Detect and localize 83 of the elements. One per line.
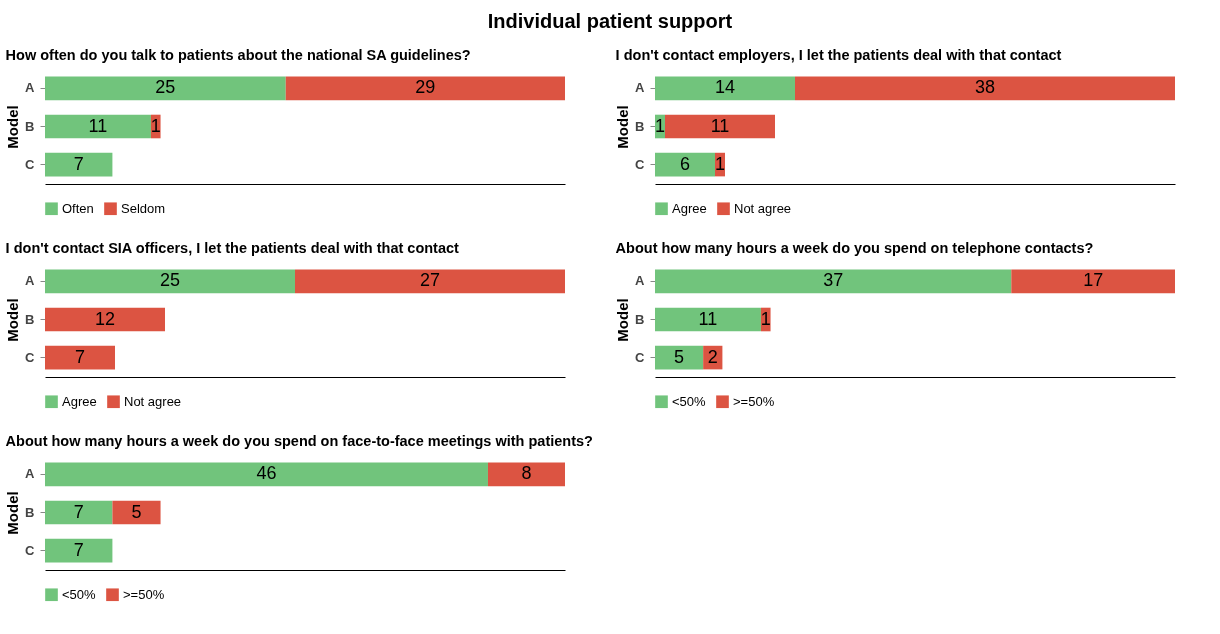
chart-title: I don't contact employers, I let the patients deal with that contact [615, 46, 1062, 63]
y-axis-title: Model [4, 491, 22, 535]
y-tick-label: A [635, 273, 646, 289]
bar [655, 76, 795, 101]
data-label: 27 [419, 270, 441, 291]
legend-label: Not agree [734, 200, 792, 216]
legend-label: Not agree [124, 393, 182, 409]
bar [655, 152, 715, 177]
bar [295, 269, 565, 294]
bar [45, 114, 151, 139]
bar [487, 462, 565, 487]
data-label: 14 [714, 77, 736, 98]
data-label: 1 [654, 115, 666, 136]
data-label: 5 [674, 346, 685, 367]
y-axis-title: Model [614, 105, 632, 149]
data-label: 5 [131, 501, 142, 522]
chart-title: I don't contact SIA officers, I let the patients deal with that contact [5, 239, 460, 256]
data-label: 29 [415, 77, 436, 98]
legend-label: Agree [672, 200, 707, 216]
text: Individual patient support [486, 9, 734, 34]
data-label: 1 [760, 308, 771, 329]
bar [665, 114, 775, 139]
data-label: 7 [74, 346, 86, 367]
y-axis-title: Model [4, 105, 22, 149]
legend-label: >=50% [123, 586, 165, 602]
bar [655, 307, 761, 332]
y-tick-label: B [25, 118, 35, 134]
chart-title: How often do you talk to patients about the national SA guidelines? [5, 46, 471, 63]
data-label: 11 [88, 115, 108, 136]
data-label: 38 [974, 77, 996, 98]
y-tick-label: B [25, 504, 35, 520]
bar [1011, 269, 1175, 294]
y-tick-label: A [25, 273, 36, 289]
data-label: 37 [823, 270, 844, 291]
data-label: 17 [1083, 270, 1104, 291]
data-label: 2 [707, 346, 718, 367]
bar [45, 500, 113, 525]
data-label: 12 [94, 308, 116, 329]
chart-title: About how many hours a week do you spend on telephone contacts? [615, 239, 1094, 256]
bar [112, 500, 161, 525]
y-tick-label: C [635, 349, 646, 365]
bar [45, 307, 165, 332]
y-tick-label: C [635, 156, 646, 172]
y-tick-label: B [635, 311, 645, 327]
bar [285, 76, 565, 101]
data-label: 25 [159, 270, 181, 291]
bar [45, 538, 113, 563]
legend-label: >=50% [733, 393, 775, 409]
y-tick-label: A [25, 466, 36, 482]
data-label: 46 [256, 463, 277, 484]
bar [45, 345, 115, 370]
data-label: 7 [73, 153, 84, 174]
bar [655, 269, 1012, 294]
y-tick-label: C [25, 349, 36, 365]
bar [45, 76, 286, 101]
bar [45, 462, 488, 487]
legend-label: <50% [62, 586, 97, 602]
data-label: 6 [679, 153, 691, 174]
data-label: 11 [698, 308, 718, 329]
data-label: 7 [73, 539, 84, 560]
y-axis-title: Model [614, 298, 632, 342]
y-axis-title: Model [4, 298, 22, 342]
legend-label: Seldom [121, 200, 166, 216]
chart-title: About how many hours a week do you spend on face-to-face meetings with patients? [5, 432, 594, 449]
bar [45, 152, 113, 177]
y-tick-label: C [25, 542, 36, 558]
bar [795, 76, 1175, 101]
legend-label: <50% [672, 393, 707, 409]
bar [655, 345, 704, 370]
y-tick-label: C [25, 156, 36, 172]
data-label: 1 [150, 115, 161, 136]
y-tick-label: A [25, 80, 36, 96]
data-label: 1 [714, 153, 726, 174]
y-tick-label: A [635, 80, 646, 96]
legend-label: Agree [62, 393, 97, 409]
y-tick-label: B [25, 311, 35, 327]
data-label: 7 [73, 501, 84, 522]
y-tick-label: B [635, 118, 645, 134]
data-label: 25 [155, 77, 176, 98]
legend-label: Often [62, 200, 94, 216]
data-label: 11 [710, 115, 730, 136]
bar [45, 269, 295, 294]
data-label: 8 [521, 463, 532, 484]
